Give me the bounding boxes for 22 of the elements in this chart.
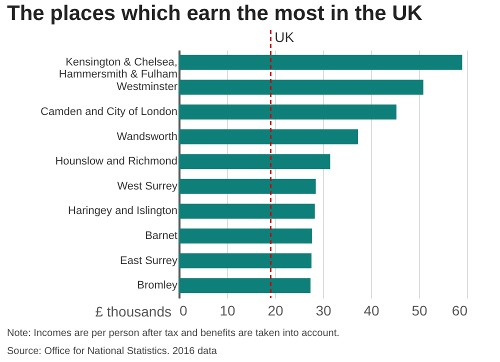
- y-tick-label: Barnet: [145, 230, 178, 242]
- ref-line-label: UK: [274, 29, 295, 45]
- y-tick-label: Kensington & Chelsea, Hammersmith & Fulham: [58, 56, 178, 80]
- y-tick-label: Bromley: [137, 280, 178, 292]
- y-tick-label: Haringey and Islington: [68, 205, 178, 218]
- y-tick-label: Hounslow and Richmond: [55, 156, 178, 168]
- x-tick-label: 10: [220, 302, 236, 318]
- y-tick-label: East Surrey: [120, 254, 178, 267]
- text: Note: Incomes are per person after tax and benefits are taken into account.: [7, 328, 340, 339]
- y-tick-label: West Surrey: [117, 180, 178, 192]
- y-tick-label: Wandsworth: [116, 130, 178, 143]
- source-note: Source: Office for National Statistics. 2016 data: [7, 346, 218, 357]
- x-tick-label: 0: [180, 302, 188, 318]
- y-tick-label: Camden and City of London: [40, 106, 178, 118]
- chart-title: The places which earn the most in the UK: [7, 2, 422, 25]
- y-tick-label: Westminster: [116, 81, 178, 94]
- x-tick-label: 40: [364, 302, 380, 318]
- x-tick-label: 60: [452, 302, 468, 318]
- x-tick-label: 20: [268, 302, 284, 318]
- x-axis-title: £ thousands: [95, 304, 172, 320]
- x-tick-label: 50: [412, 302, 428, 318]
- x-tick-label: 30: [316, 302, 332, 318]
